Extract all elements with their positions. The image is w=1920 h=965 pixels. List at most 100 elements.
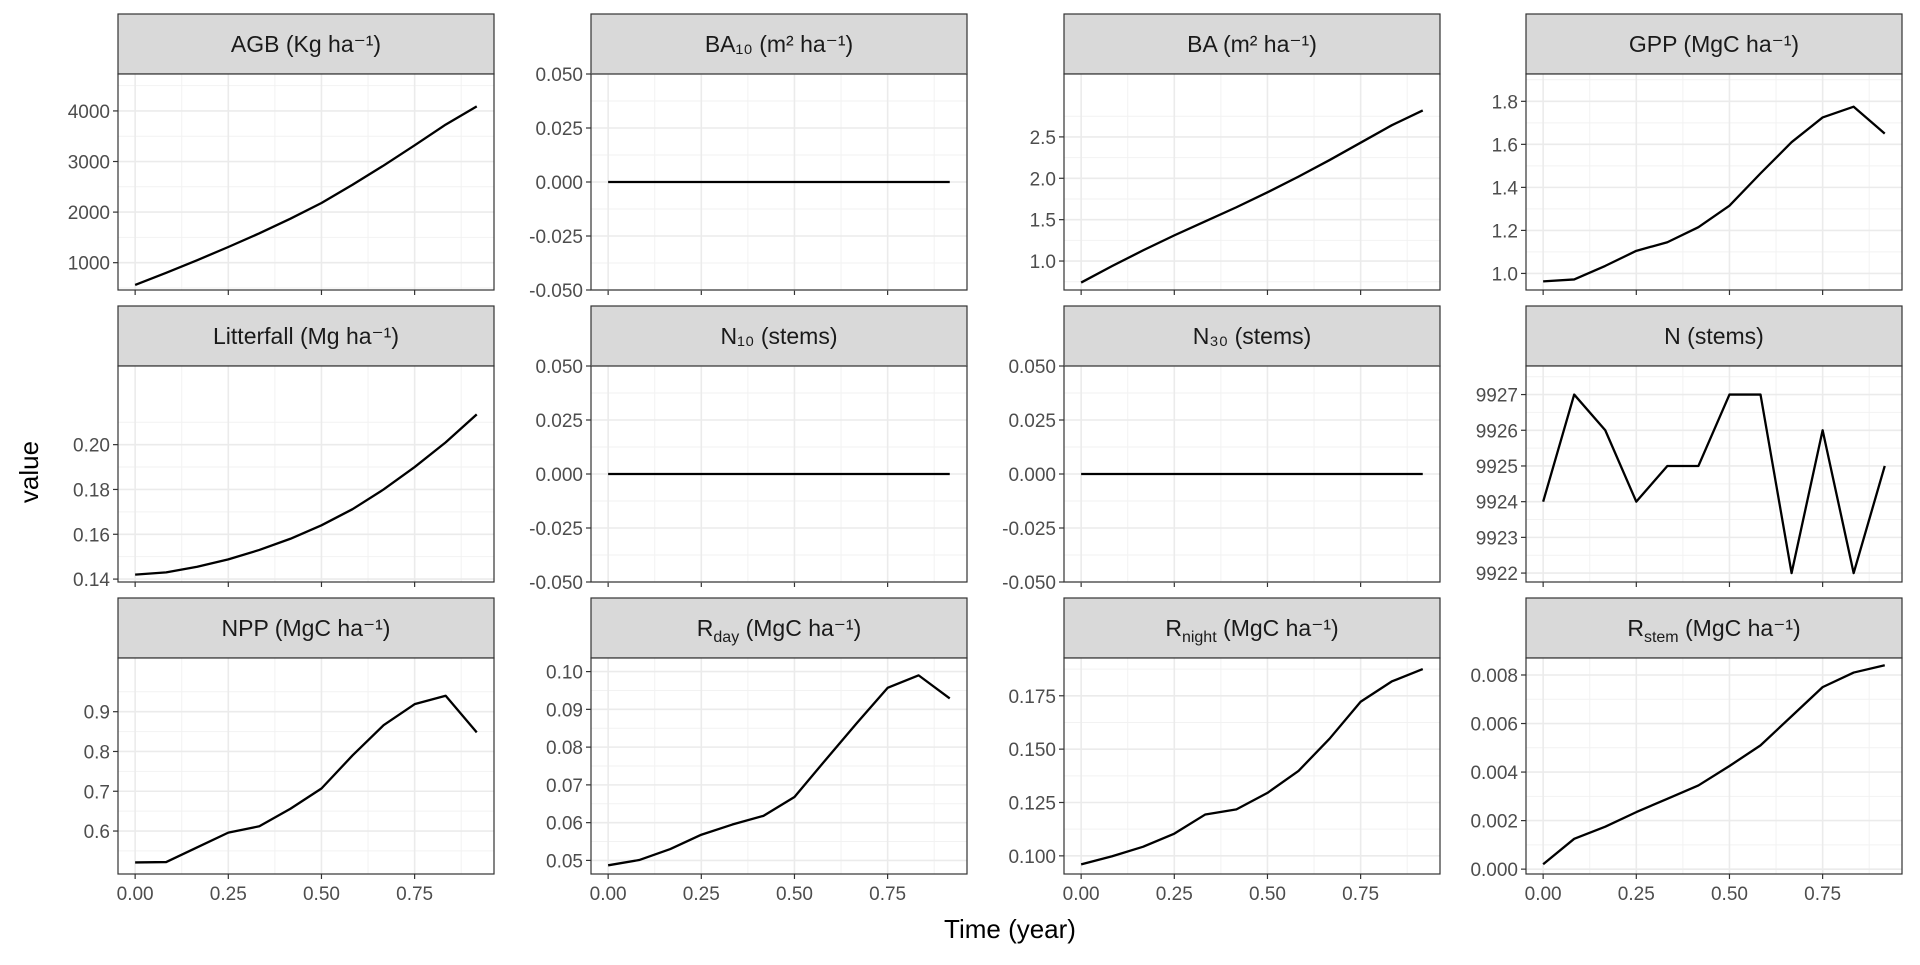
y-tick-label: 0.20 <box>73 436 110 457</box>
panel-border <box>590 657 968 875</box>
minor-gridlines <box>1526 74 1902 290</box>
series-line <box>135 694 478 864</box>
y-tick-label: 0.05 <box>546 851 583 872</box>
y-tick-label: 9926 <box>1476 421 1518 442</box>
panel-strip <box>1063 597 1441 659</box>
series-line <box>1543 105 1886 283</box>
panel-title: BA₁₀ (m² ha⁻¹) <box>705 31 853 57</box>
series-line <box>135 413 478 576</box>
panel-strip <box>117 597 495 659</box>
y-tick-label: 0.000 <box>535 465 583 486</box>
minor-gridlines <box>591 658 967 874</box>
minor-gridlines <box>118 366 494 582</box>
panel-9: 0.00 0.25 0.50 0.75 0.05 0.06 0.07 0.08 0.09 0.10… <box>546 597 968 905</box>
y-tick-label: 1000 <box>68 254 110 275</box>
plot-background <box>118 658 494 874</box>
y-tick-label: -0.050 <box>1002 573 1056 594</box>
y-tick-label: 1.4 <box>1492 178 1519 199</box>
panel-10: 0.00 0.25 0.50 0.75 0.100 0.125 0.150 0.175 Rnig… <box>1008 597 1441 905</box>
y-tick-label: 9922 <box>1476 564 1518 585</box>
x-tick-label: 0.00 <box>1525 884 1562 905</box>
plot-background <box>1526 366 1902 582</box>
panel-title: N (stems) <box>1664 323 1764 349</box>
panels-group: 1000 2000 3000 4000 AGB (Kg ha⁻¹) -0.050 -0.02… <box>68 13 1903 905</box>
y-tick-label: 1.6 <box>1492 135 1518 156</box>
x-axis-title: Time (year) <box>944 914 1076 944</box>
panel-1: -0.050 -0.025 0.000 0.025 0.050 BA₁₀ (m² ha⁻¹… <box>529 13 968 302</box>
panel-11: 0.00 0.25 0.50 0.75 0.000 0.002 0.004 0.006 0.00… <box>1470 597 1903 905</box>
plot-background <box>1526 658 1902 874</box>
plot-background <box>1064 74 1440 290</box>
y-tick-label: 0.050 <box>1008 357 1056 378</box>
x-tick-label: 0.50 <box>303 884 340 905</box>
y-tick-label: 0.07 <box>546 776 583 797</box>
panel-border <box>117 365 495 583</box>
y-tick-label: 0.025 <box>535 411 583 432</box>
y-tick-label: 0.125 <box>1008 793 1056 814</box>
panel-title: Litterfall (Mg ha⁻¹) <box>213 323 399 349</box>
x-tick-label: 0.75 <box>396 884 433 905</box>
minor-gridlines <box>1526 366 1902 582</box>
panel-0: 1000 2000 3000 4000 AGB (Kg ha⁻¹) <box>68 13 495 295</box>
y-tick-label: 0.06 <box>546 814 583 835</box>
panel-strip <box>117 13 495 75</box>
y-tick-label: -0.050 <box>529 281 583 302</box>
y-tick-label: 0.6 <box>84 822 110 843</box>
y-tick-label: -0.025 <box>1002 519 1056 540</box>
x-tick-label: 0.25 <box>1618 884 1655 905</box>
plot-background <box>118 74 494 290</box>
minor-gridlines <box>1064 658 1440 874</box>
y-tick-label: 0.18 <box>73 480 110 501</box>
series-line <box>607 674 951 867</box>
y-tick-label: 9925 <box>1476 457 1518 478</box>
x-tick-label: 0.75 <box>869 884 906 905</box>
panel-8: 0.00 0.25 0.50 0.75 0.6 0.7 0.8 0.9 NPP (MgC ha⁻… <box>84 597 495 905</box>
y-tick-label: 9924 <box>1476 493 1519 514</box>
panel-strip <box>590 13 968 75</box>
plot-background <box>118 366 494 582</box>
panel-6: -0.050 -0.025 0.000 0.025 0.050 N₃₀ (stems) <box>1002 305 1441 594</box>
panel-strip <box>117 305 495 367</box>
minor-gridlines <box>591 74 967 290</box>
y-tick-label: 3000 <box>68 153 110 174</box>
y-tick-label: 0.008 <box>1470 666 1518 687</box>
y-tick-label: 0.050 <box>535 357 583 378</box>
x-tick-label: 0.75 <box>1342 884 1379 905</box>
y-tick-label: 0.150 <box>1008 740 1056 761</box>
y-tick-label: 0.14 <box>73 570 110 591</box>
panel-strip <box>1063 13 1441 75</box>
y-tick-label: 2.0 <box>1030 169 1056 190</box>
y-tick-label: 0.000 <box>1008 465 1056 486</box>
panel-strip <box>590 597 968 659</box>
y-tick-label: 4000 <box>68 102 110 123</box>
panel-strip <box>1063 305 1441 367</box>
minor-gridlines <box>1526 658 1902 874</box>
y-tick-label: 1.8 <box>1492 92 1518 113</box>
panel-border <box>117 73 495 291</box>
y-tick-label: 0.050 <box>535 65 583 86</box>
y-tick-label: 1.2 <box>1492 221 1518 242</box>
x-tick-label: 0.00 <box>117 884 154 905</box>
minor-gridlines <box>118 658 494 874</box>
x-tick-label: 0.00 <box>1063 884 1100 905</box>
series-line <box>1542 664 1886 866</box>
plot-background <box>1526 74 1902 290</box>
series-line <box>1542 393 1886 575</box>
x-tick-label: 0.25 <box>210 884 247 905</box>
y-tick-label: 0.006 <box>1470 715 1518 736</box>
y-tick-label: -0.050 <box>529 573 583 594</box>
series-line <box>1080 109 1424 284</box>
panel-title: N₃₀ (stems) <box>1193 323 1312 349</box>
y-tick-label: 0.025 <box>1008 411 1056 432</box>
y-tick-label: 0.10 <box>546 663 583 684</box>
y-tick-label: 1.0 <box>1492 264 1518 285</box>
panel-title: BA (m² ha⁻¹) <box>1187 31 1317 57</box>
y-tick-label: 0.7 <box>84 782 110 803</box>
panel-border <box>1525 73 1903 291</box>
x-tick-label: 0.25 <box>1156 884 1193 905</box>
panel-border <box>1525 657 1903 875</box>
y-tick-label: 0.004 <box>1470 763 1518 784</box>
panel-3: 1.0 1.2 1.4 1.6 1.8 GPP (MgC ha⁻¹) <box>1492 13 1903 295</box>
panel-title: GPP (MgC ha⁻¹) <box>1629 31 1799 57</box>
y-tick-label: 0.8 <box>84 742 110 763</box>
